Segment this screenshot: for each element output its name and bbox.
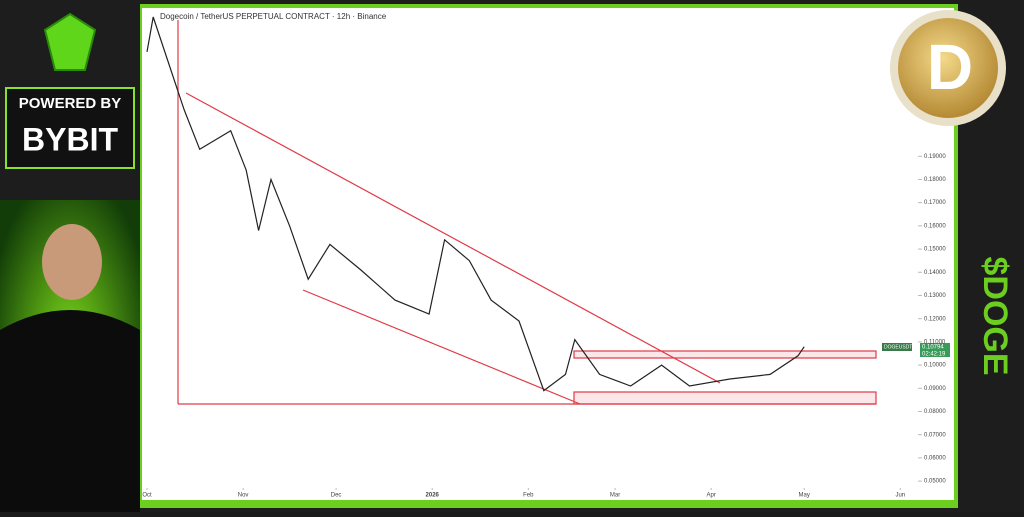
support-zone — [573, 391, 877, 405]
ticker: $DOGE — [976, 256, 1014, 375]
x-tick-label: Nov — [238, 493, 249, 499]
y-tick-label: 0.15000 — [924, 247, 946, 253]
countdown: 02:42:19 — [922, 352, 946, 358]
annotations — [177, 20, 877, 405]
y-tick-label: 0.12000 — [924, 316, 946, 322]
powered-by: POWERED BY — [19, 95, 122, 112]
coin-letter: D — [927, 31, 973, 103]
last-price: 0.10794 — [922, 345, 944, 351]
x-tick-label: Oct — [142, 493, 152, 499]
y-tick-label: 0.06000 — [924, 455, 946, 461]
y-tick-label: 0.17000 — [924, 200, 946, 206]
y-tick-label: 0.18000 — [924, 177, 946, 183]
y-tick-label: 0.14000 — [924, 270, 946, 276]
y-tick-label: 0.08000 — [924, 409, 946, 415]
y-tick-label: 0.05000 — [924, 479, 946, 485]
x-tick-label: Apr — [707, 493, 716, 499]
resistance-zone — [573, 350, 877, 359]
chart-panel — [142, 8, 954, 500]
doge-coin — [898, 18, 998, 118]
x-tick-label: Feb — [523, 493, 534, 499]
y-tick-label: 0.13000 — [924, 293, 946, 299]
x-tick-label: Dec — [331, 493, 342, 499]
price-tag — [920, 343, 950, 357]
price-line — [146, 16, 805, 392]
y-tick-label: 0.09000 — [924, 386, 946, 392]
y-tick-label: 0.16000 — [924, 223, 946, 229]
x-tick-label: 2026 — [426, 493, 440, 499]
chart-title: Dogecoin / TetherUS PERPETUAL CONTRACT ·… — [160, 12, 387, 21]
symbol-tag — [882, 343, 912, 351]
sponsor-box — [5, 87, 135, 169]
y-tick-label: 0.10000 — [924, 363, 946, 369]
sponsor-name: BYBIT — [22, 121, 118, 157]
person-body — [0, 310, 140, 512]
y-tick-label: 0.07000 — [924, 432, 946, 438]
symbol-label: DOGEUSDT.P — [884, 344, 917, 350]
y-tick-label: 0.11000 — [924, 339, 946, 345]
y-tick-label: 0.19000 — [924, 154, 946, 160]
trend-line — [302, 289, 581, 405]
logo — [43, 12, 97, 71]
x-tick-label: Mar — [610, 493, 620, 499]
person-head — [42, 224, 102, 300]
x-tick-label: Jun — [895, 493, 905, 499]
trend-line — [185, 92, 721, 384]
x-tick-label: May — [799, 493, 810, 499]
